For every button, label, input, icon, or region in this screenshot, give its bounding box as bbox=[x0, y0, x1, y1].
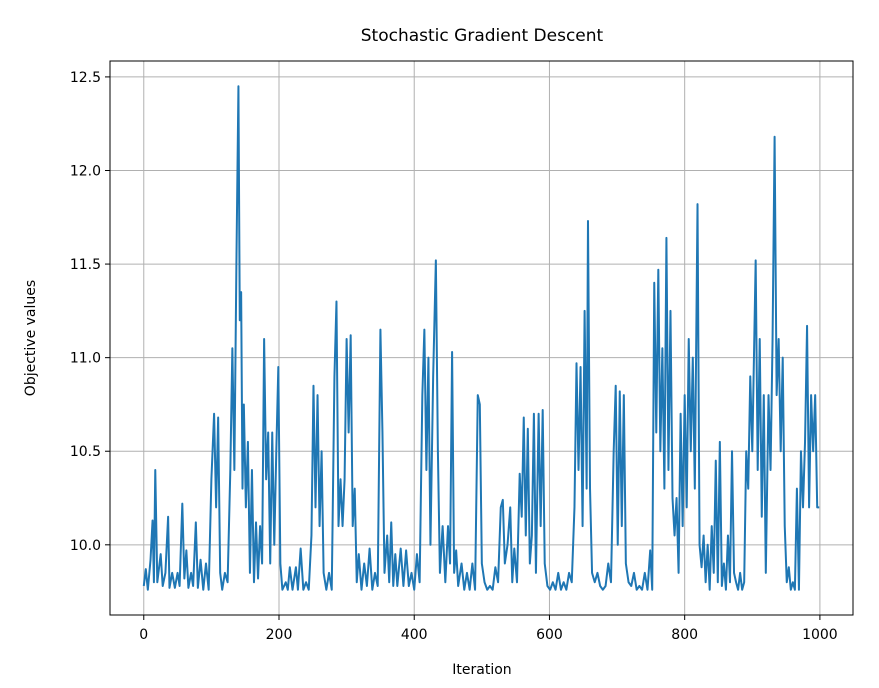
y-tick-label: 12.5 bbox=[70, 70, 101, 86]
y-tick-label: 11.0 bbox=[70, 351, 101, 367]
x-tick-label: 0 bbox=[139, 627, 148, 643]
y-axis-label: Objective values bbox=[23, 280, 39, 396]
x-tick-label: 600 bbox=[536, 627, 563, 643]
y-tick-label: 10.5 bbox=[70, 444, 101, 460]
x-tick-label: 1000 bbox=[802, 627, 838, 643]
chart-title: Stochastic Gradient Descent bbox=[361, 26, 604, 46]
x-tick-label: 400 bbox=[401, 627, 428, 643]
x-axis-label: Iteration bbox=[452, 662, 511, 678]
y-tick-label: 12.0 bbox=[70, 163, 101, 179]
x-tick-label: 800 bbox=[671, 627, 698, 643]
y-tick-label: 10.0 bbox=[70, 538, 101, 554]
x-tick-label: 200 bbox=[266, 627, 293, 643]
data-line bbox=[142, 85, 820, 591]
axes-frame bbox=[109, 60, 854, 616]
y-tick-label: 11.5 bbox=[70, 257, 101, 273]
